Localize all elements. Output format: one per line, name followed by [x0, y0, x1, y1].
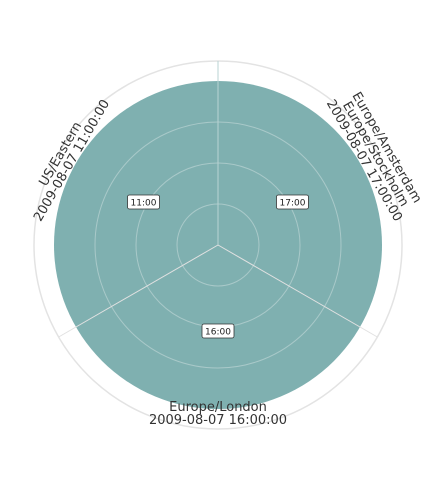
value-label: 16:00: [205, 328, 231, 338]
value-box: [201, 323, 235, 339]
axis-label: 2009-08-07 16:00:00: [149, 413, 287, 428]
value-label: 17:00: [280, 199, 306, 209]
value-label: 11:00: [131, 199, 157, 209]
value-box: [276, 194, 309, 210]
axis-label: Europe/London: [169, 400, 267, 415]
grid-spoke: [217, 244, 378, 338]
value-box: [127, 194, 160, 210]
grid-spoke: [58, 244, 219, 338]
